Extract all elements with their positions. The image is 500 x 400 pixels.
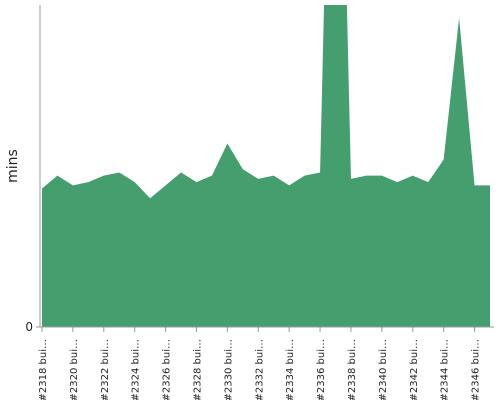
x-tick-label: #2328 bui… [192,339,203,400]
x-tick-label: #2344 bui… [440,339,451,400]
x-tick-label: #2342 bui… [409,339,420,400]
x-tick-label: #2346 bui… [471,339,482,400]
area [42,5,490,327]
x-tick-label: #2326 bui… [162,339,173,400]
x-tick-label: #2338 bui… [347,339,358,400]
x-tick-label: #2340 bui… [378,339,389,400]
x-tick-label: #2336 bui… [316,339,327,400]
y-tick-label: 0 [25,320,33,334]
x-tick-label: #2334 bui… [285,339,296,400]
y-axis-label: mins [5,149,21,183]
x-tick-label: #2324 bui… [131,339,142,400]
x-tick-label: #2330 bui… [223,339,234,400]
x-tick-label: #2322 bui… [100,339,111,400]
x-tick-label: #2318 bui… [38,339,49,400]
x-tick-label: #2332 bui… [254,339,265,400]
x-tick-label: #2320 bui… [69,339,80,400]
